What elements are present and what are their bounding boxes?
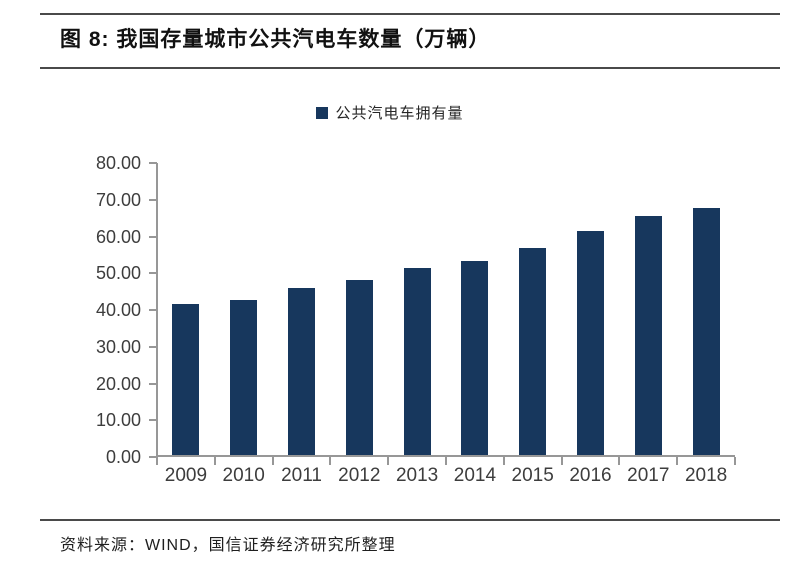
y-axis-tick [149,419,157,422]
bar [403,267,431,455]
source-note: 资料来源：WIND，国信证券经济研究所整理 [60,537,396,554]
y-axis-tick-label: 20.00 [95,373,141,394]
x-axis-tick-label: 2017 [627,465,670,486]
bar [692,207,720,455]
x-axis-tick [387,457,390,465]
x-axis-tick [734,457,736,465]
y-axis-tick-label: 70.00 [95,189,141,210]
x-axis-tick [445,457,447,465]
y-axis-tick-label: 30.00 [95,336,141,357]
x-axis-tick [213,457,216,465]
bar [172,303,200,455]
bar [577,231,604,455]
x-axis-line [156,455,735,457]
y-axis-tick-label: 60.00 [95,226,141,247]
x-axis-tick-label: 2010 [222,465,265,486]
x-axis-tick-label: 2011 [281,465,322,486]
footer-rule [40,519,780,521]
y-axis-tick-label: 50.00 [95,263,141,284]
legend-label: 公共汽电车拥有量 [335,105,464,122]
y-axis-line [156,163,158,457]
bar-chart-plot-area: 80.00 70.00 60.00 50.00 40.00 30.00 20.00 10.00… [96,153,736,486]
y-axis-tick [149,272,157,275]
bar [288,288,315,455]
bar [519,248,547,455]
figure-title: 图 8: 我国存量城市公共汽电车数量（万辆） [60,28,491,51]
y-axis-tick [149,309,157,311]
y-axis-tick-label: 0.00 [105,447,141,467]
x-axis-tick [271,457,274,465]
x-axis-tick-label: 2014 [453,465,497,486]
y-axis-tick [149,162,157,164]
y-axis-tick [149,382,157,385]
y-axis-tick-label: 40.00 [95,300,141,320]
x-axis-tick-label: 2018 [684,465,728,486]
bar [634,215,662,455]
y-axis-tick [149,456,157,458]
y-axis-tick-label: 80.00 [95,153,141,173]
y-axis-tick [149,345,157,348]
x-axis-tick [502,457,505,465]
bar [461,260,489,455]
x-axis-tick [329,457,332,465]
bar [230,300,258,455]
x-axis-tick-label: 2016 [569,465,612,486]
bar [345,280,373,455]
x-axis-tick-label: 2013 [395,465,439,486]
top-rule [40,13,780,15]
chart-legend: 公共汽电车拥有量 [0,102,780,123]
x-axis-tick [156,457,158,465]
x-axis-tick-label: 2015 [511,465,554,486]
x-axis-tick-label: 2009 [164,465,208,486]
legend-swatch-icon [316,106,329,119]
y-axis-tick [149,198,157,201]
x-axis-tick [618,457,621,465]
x-axis-tick-label: 2012 [338,465,381,486]
x-axis-tick [676,457,679,465]
title-underline-rule [40,67,780,69]
y-axis-tick-label: 10.00 [95,410,141,431]
x-axis-tick [560,457,563,465]
y-axis-tick [149,235,157,238]
